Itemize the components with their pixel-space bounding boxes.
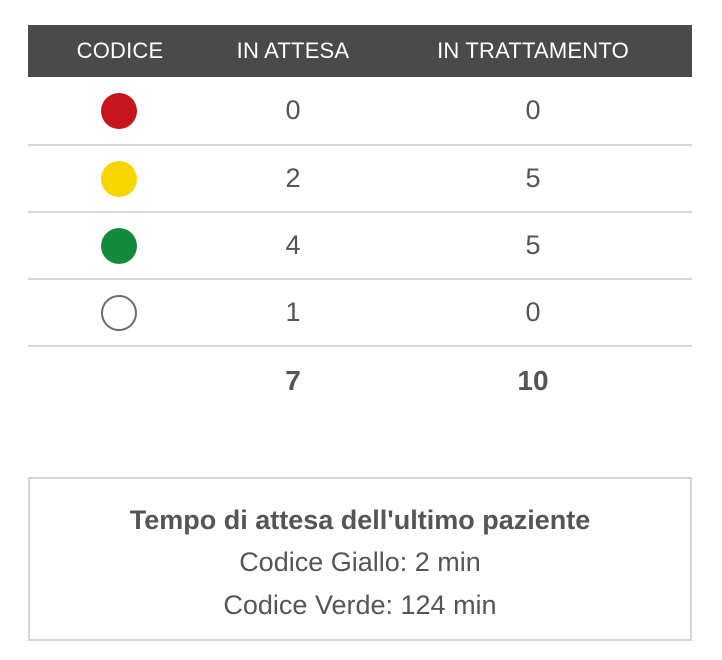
table-row: 0 0 [28,77,692,146]
triage-table: CODICE IN ATTESA IN TRATTAMENTO 0 0 2 5 … [28,25,692,415]
header-code: CODICE [76,38,164,63]
green-code-dot-icon [101,227,137,264]
in-treatment-count: 0 [525,297,541,327]
total-waiting: 7 [285,365,301,396]
wait-time-title: Tempo di attesa dell'ultimo paziente [129,505,591,535]
header-in-treatment: IN TRATTAMENTO [437,38,629,63]
green-code-wait-time: Codice Verde: 124 min [223,590,497,620]
red-code-dot-icon [101,92,137,129]
in-treatment-count: 0 [525,95,541,125]
waiting-count: 1 [285,297,301,327]
yellow-code-wait-time: Codice Giallo: 2 min [239,547,481,577]
header-waiting: IN ATTESA [236,38,350,63]
table-header: CODICE IN ATTESA IN TRATTAMENTO [28,25,692,77]
totals-row: 7 10 [28,347,692,415]
table-row: 2 5 [28,146,692,213]
table-row: 1 0 [28,280,692,347]
yellow-code-dot-icon [101,160,137,197]
white-code-dot-icon [101,294,137,331]
last-patient-wait-box: Tempo di attesa dell'ultimo paziente Cod… [28,477,692,641]
total-in-treatment: 10 [517,365,549,396]
waiting-count: 2 [285,163,301,193]
waiting-count: 0 [285,95,301,125]
waiting-count: 4 [285,230,301,260]
table-row: 4 5 [28,213,692,280]
in-treatment-count: 5 [525,163,541,193]
in-treatment-count: 5 [525,230,541,260]
